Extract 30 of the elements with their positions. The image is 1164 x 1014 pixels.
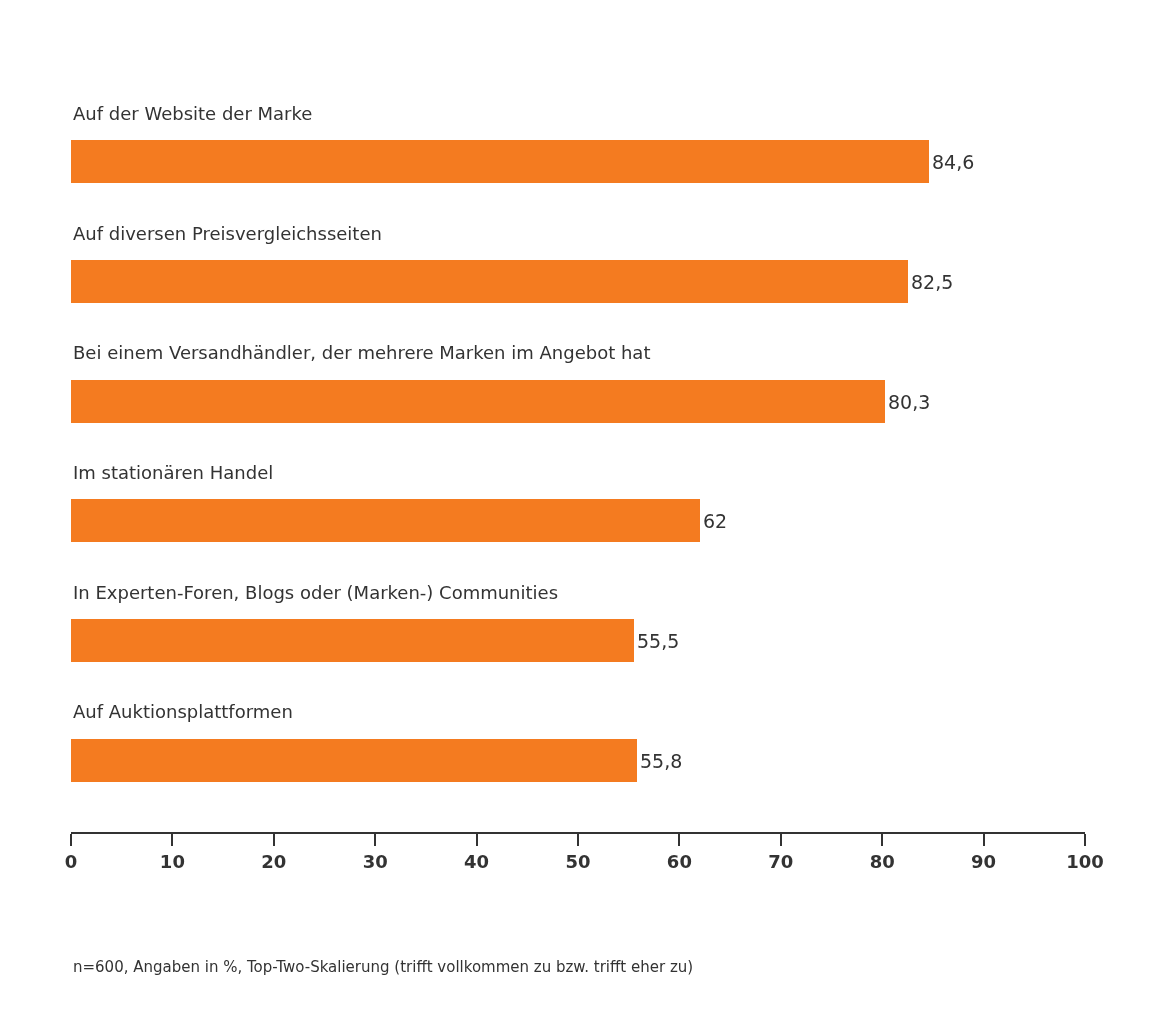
data-label: 84,6 — [932, 150, 975, 173]
bar — [71, 380, 885, 423]
x-tick-label: 50 — [565, 850, 591, 872]
x-tick-label: 60 — [666, 850, 692, 872]
x-tick-label: 100 — [1066, 850, 1104, 872]
y-tick-label: Auf Auktionsplattformen — [73, 701, 293, 722]
x-tick-label: 70 — [768, 850, 794, 872]
x-tick-label: 0 — [64, 850, 78, 872]
data-label: 55,8 — [640, 749, 683, 772]
text: n=600, Angaben in %, Top-Two-Skalierung (trifft vollkommen zu bzw. trifft eher zu) — [73, 958, 694, 976]
bar — [71, 499, 700, 542]
bar — [71, 260, 908, 303]
x-tick-label: 30 — [362, 850, 388, 872]
data-label: 80,3 — [888, 390, 931, 413]
x-tick-label: 20 — [261, 850, 287, 872]
y-tick-label: Im stationären Handel — [73, 462, 274, 483]
x-tick-label: 10 — [159, 850, 185, 872]
x-tick-label: 90 — [971, 850, 997, 872]
data-label: 82,5 — [911, 270, 954, 293]
y-tick-label: Auf der Website der Marke — [73, 103, 313, 124]
data-label: 62 — [703, 509, 728, 532]
x-tick-label: 80 — [869, 850, 895, 872]
y-tick-label: Bei einem Versandhändler, der mehrere Marken im Angebot hat — [73, 342, 651, 363]
x-tick-label: 40 — [464, 850, 490, 872]
data-label: 55,5 — [637, 629, 680, 652]
bar — [71, 140, 929, 183]
bar — [71, 739, 637, 782]
bar — [71, 619, 634, 662]
y-tick-label: In Experten-Foren, Blogs oder (Marken-) Communities — [73, 582, 559, 603]
y-tick-label: Auf diversen Preisvergleichsseiten — [73, 223, 382, 244]
